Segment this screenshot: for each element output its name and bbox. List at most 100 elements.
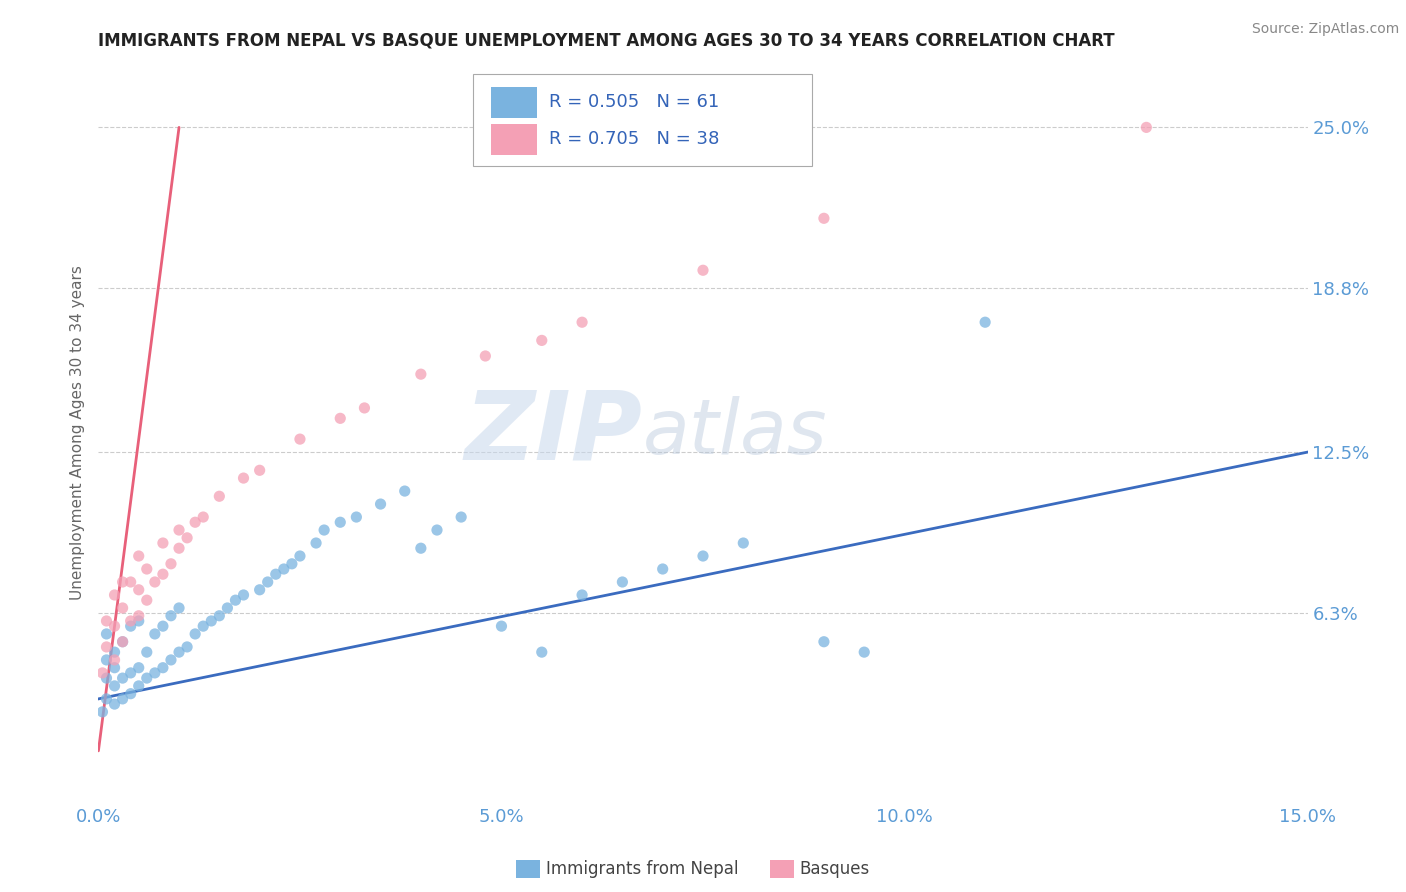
Point (96, 614, 118, 628)
Point (256, 574, 278, 589)
Point (314, 523, 336, 537)
Point (111, 692, 134, 706)
Point (128, 608, 150, 623)
Text: atlas: atlas (643, 396, 827, 469)
Point (152, 619, 174, 633)
Point (208, 608, 231, 623)
Point (305, 536, 328, 550)
Point (128, 679, 150, 693)
Point (692, 263, 714, 277)
Text: Immigrants from Nepal: Immigrants from Nepal (546, 860, 738, 878)
Text: IMMIGRANTS FROM NEPAL VS BASQUE UNEMPLOYMENT AMONG AGES 30 TO 34 YEARS CORRELATI: IMMIGRANTS FROM NEPAL VS BASQUE UNEMPLOY… (98, 32, 1115, 50)
Point (111, 574, 134, 589)
Point (103, 653, 125, 667)
Point (91, 705, 114, 719)
Point (450, 510, 472, 524)
Point (394, 484, 416, 499)
Point (143, 627, 166, 641)
Point (370, 497, 392, 511)
Point (152, 536, 174, 550)
Point (232, 471, 254, 485)
Point (128, 549, 150, 563)
Point (120, 665, 142, 680)
Point (96, 671, 118, 685)
Point (200, 614, 222, 628)
Point (249, 582, 271, 597)
Point (111, 634, 134, 648)
Text: R = 0.505   N = 61: R = 0.505 N = 61 (550, 94, 720, 112)
Point (111, 671, 134, 685)
Point (193, 619, 215, 633)
Point (160, 653, 183, 667)
Point (353, 401, 375, 415)
Text: Basques: Basques (800, 860, 870, 878)
Point (176, 640, 198, 654)
Point (571, 588, 593, 602)
Text: ZIP: ZIP (464, 386, 643, 479)
Point (120, 614, 142, 628)
FancyBboxPatch shape (492, 87, 537, 118)
Point (120, 574, 142, 589)
Point (103, 645, 125, 659)
Point (91, 665, 114, 680)
Point (264, 567, 287, 582)
Point (329, 515, 352, 529)
Point (135, 671, 157, 685)
Text: Source: ZipAtlas.com: Source: ZipAtlas.com (1251, 22, 1399, 37)
Point (249, 463, 271, 477)
Point (184, 515, 207, 529)
Point (612, 574, 634, 589)
Point (120, 619, 142, 633)
Point (281, 557, 304, 571)
Point (128, 661, 150, 675)
Point (491, 619, 513, 633)
Point (813, 634, 835, 648)
Point (288, 432, 311, 446)
Point (96, 653, 118, 667)
Point (217, 601, 239, 615)
Point (135, 593, 157, 607)
Point (96, 640, 118, 654)
Point (813, 211, 835, 226)
Point (224, 593, 246, 607)
Point (128, 582, 150, 597)
FancyBboxPatch shape (474, 73, 811, 166)
Point (103, 619, 125, 633)
Point (135, 645, 157, 659)
Point (120, 687, 142, 701)
Point (530, 334, 553, 348)
Point (143, 574, 166, 589)
Point (208, 489, 231, 503)
Point (232, 588, 254, 602)
Point (733, 536, 755, 550)
Point (103, 661, 125, 675)
FancyBboxPatch shape (492, 124, 537, 155)
Point (160, 608, 183, 623)
Point (167, 645, 190, 659)
Point (651, 562, 673, 576)
Point (128, 614, 150, 628)
Point (288, 549, 311, 563)
Point (111, 634, 134, 648)
Point (152, 567, 174, 582)
Point (103, 697, 125, 711)
Point (103, 679, 125, 693)
Point (176, 531, 198, 545)
FancyBboxPatch shape (769, 860, 794, 879)
Point (167, 601, 190, 615)
Point (530, 645, 553, 659)
Y-axis label: Unemployment Among Ages 30 to 34 years: Unemployment Among Ages 30 to 34 years (69, 265, 84, 600)
Text: R = 0.705   N = 38: R = 0.705 N = 38 (550, 130, 720, 148)
Point (167, 541, 190, 556)
Point (167, 523, 190, 537)
Point (409, 367, 432, 381)
Point (111, 601, 134, 615)
Point (143, 665, 166, 680)
Point (273, 562, 295, 576)
Point (474, 349, 496, 363)
Point (409, 541, 432, 556)
Point (344, 510, 367, 524)
Point (184, 627, 207, 641)
Point (853, 645, 876, 659)
Point (96, 692, 118, 706)
